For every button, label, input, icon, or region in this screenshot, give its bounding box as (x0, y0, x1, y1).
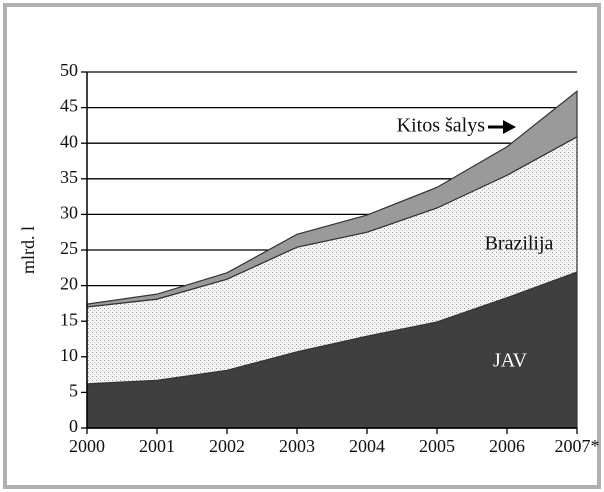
x-tick-label: 2005 (419, 436, 455, 456)
y-tick-label: 15 (60, 309, 78, 329)
x-tick-label: 2004 (349, 436, 385, 456)
y-tick-label: 25 (60, 238, 78, 258)
y-tick-label: 35 (60, 167, 78, 187)
y-tick-label: 50 (60, 60, 78, 80)
y-axis-label: mlrd. l (18, 226, 38, 274)
series-label: Kitos šalys (397, 115, 486, 137)
x-tick-label: 2002 (209, 436, 245, 456)
y-tick-label: 30 (60, 203, 78, 223)
y-tick-label: 45 (60, 96, 78, 116)
series-label: Brazilija (485, 233, 554, 255)
y-tick-label: 0 (69, 416, 78, 436)
x-tick-label: 2006 (489, 436, 525, 456)
x-tick-label: 2007* (555, 436, 600, 456)
y-tick-label: 40 (60, 131, 78, 151)
x-tick-label: 2001 (139, 436, 175, 456)
x-tick-label: 2003 (279, 436, 315, 456)
y-tick-label: 10 (60, 345, 78, 365)
y-tick-label: 5 (69, 381, 78, 401)
area (86, 89, 578, 308)
x-tick-label: 2000 (69, 436, 105, 456)
y-tick-label: 20 (60, 274, 78, 294)
arrow-head (503, 120, 516, 134)
series-label: JAV (493, 350, 528, 372)
